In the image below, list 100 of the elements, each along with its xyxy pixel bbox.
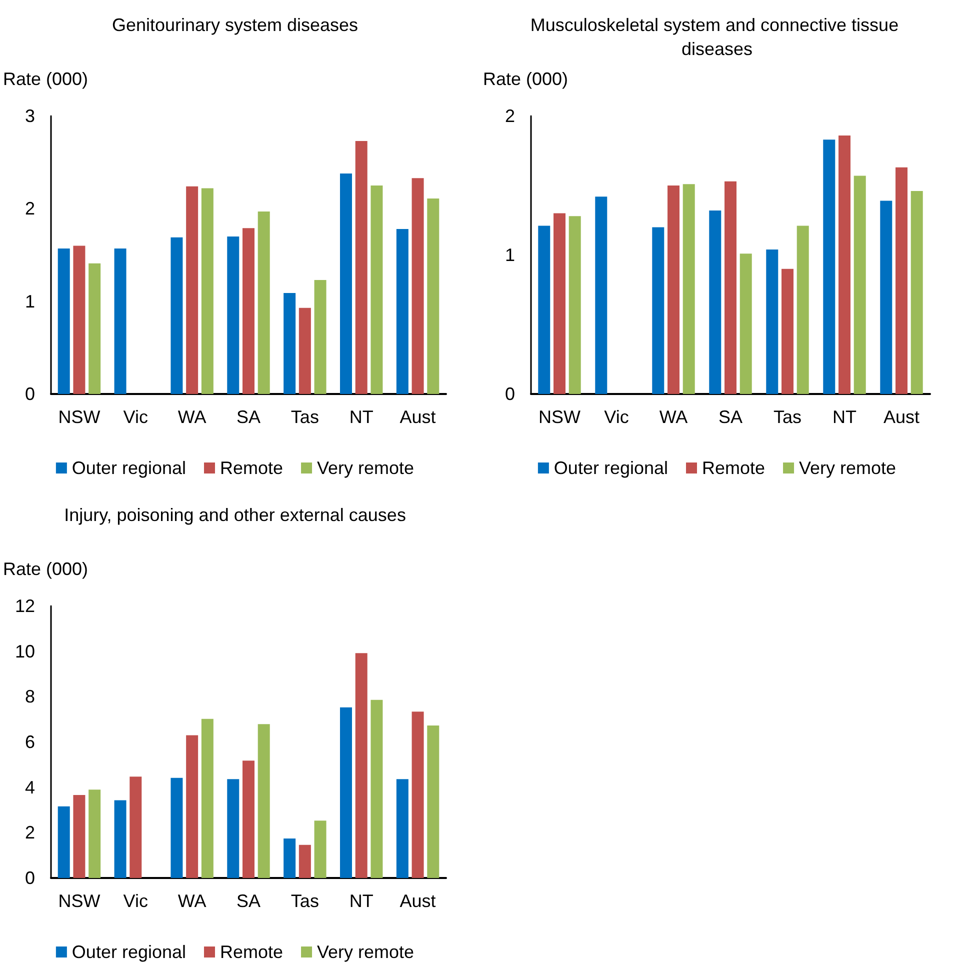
- y-axis-title: Rate (000): [3, 69, 88, 89]
- y-tick-label: 12: [14, 596, 35, 616]
- legend-label: Remote: [220, 942, 284, 962]
- bar: [782, 268, 794, 394]
- bar: [568, 216, 581, 394]
- bar: [652, 227, 664, 394]
- bar: [427, 198, 440, 394]
- x-tick-label: WA: [178, 407, 206, 427]
- bar: [740, 254, 752, 394]
- x-tick-label: Vic: [123, 891, 148, 911]
- bar: [73, 795, 86, 878]
- x-tick-label: Tas: [290, 891, 319, 911]
- bar: [114, 800, 126, 878]
- bar: [242, 760, 254, 878]
- bar: [724, 181, 736, 394]
- y-tick-label: 2: [504, 106, 515, 126]
- bar: [854, 176, 866, 394]
- y-tick-label: 0: [504, 384, 515, 404]
- chart-title: Injury, poisoning and other external causes: [64, 505, 406, 525]
- bar: [554, 213, 566, 394]
- y-axis-title: Rate (000): [3, 559, 88, 579]
- bar: [595, 196, 608, 394]
- x-tick-label: Aust: [400, 891, 436, 911]
- bar: [73, 246, 86, 394]
- legend-label: Outer regional: [72, 942, 186, 962]
- bar: [170, 237, 183, 394]
- bar: [314, 820, 326, 878]
- bar: [227, 236, 240, 394]
- bar: [340, 173, 352, 394]
- bar: [298, 308, 311, 394]
- bar: [130, 776, 142, 878]
- x-tick-label: NSW: [538, 407, 581, 427]
- bar: [258, 211, 270, 394]
- bar: [242, 228, 254, 394]
- legend-label: Very remote: [317, 458, 414, 478]
- bar: [355, 141, 368, 394]
- bar: [186, 735, 198, 878]
- bar: [186, 186, 198, 394]
- bar: [170, 778, 183, 878]
- legend-label: Outer regional: [554, 458, 668, 478]
- y-tick-label: 0: [24, 868, 35, 888]
- bar: [340, 707, 352, 878]
- y-axis-title: Rate (000): [483, 69, 568, 89]
- bar: [370, 186, 383, 394]
- x-tick-label: SA: [236, 891, 261, 911]
- x-tick-label: SA: [718, 407, 743, 427]
- x-tick-label: Vic: [604, 407, 629, 427]
- x-tick-label: Aust: [883, 407, 920, 427]
- bar: [910, 191, 923, 394]
- y-tick-label: 4: [24, 777, 35, 798]
- bar: [370, 700, 383, 878]
- y-tick-label: 8: [24, 686, 35, 707]
- bar: [258, 724, 270, 878]
- bar: [412, 712, 424, 878]
- bar: [201, 188, 214, 394]
- y-tick-label: 6: [24, 732, 35, 752]
- bar: [896, 167, 908, 394]
- bar: [880, 200, 892, 394]
- bar: [796, 226, 809, 394]
- x-tick-label: SA: [236, 407, 261, 427]
- y-tick-label: 1: [24, 291, 35, 312]
- x-tick-label: NT: [349, 891, 374, 911]
- bar: [58, 806, 70, 878]
- bar: [538, 226, 550, 394]
- bar: [58, 248, 70, 394]
- bar: [298, 844, 311, 878]
- legend-label: Outer regional: [72, 458, 186, 478]
- y-tick-label: 3: [24, 106, 35, 126]
- bar: [396, 229, 408, 394]
- bar: [88, 790, 101, 878]
- bar: [284, 838, 296, 878]
- bar: [227, 779, 240, 878]
- bar: [427, 725, 440, 878]
- x-tick-label: WA: [178, 891, 206, 911]
- bar: [682, 184, 695, 394]
- bar: [114, 248, 126, 394]
- x-tick-label: NT: [349, 407, 374, 427]
- legend-label: Remote: [220, 458, 284, 478]
- bar: [668, 186, 680, 394]
- y-tick-label: 10: [14, 641, 35, 662]
- bar: [823, 140, 836, 394]
- x-tick-label: Vic: [123, 407, 148, 427]
- x-tick-label: WA: [659, 407, 688, 427]
- bar: [766, 249, 778, 394]
- bar: [396, 779, 408, 878]
- bar: [838, 135, 850, 394]
- bar: [355, 653, 368, 878]
- y-tick-label: 1: [504, 245, 515, 265]
- chart-title: Genitourinary system diseases: [112, 15, 358, 35]
- x-tick-label: NSW: [58, 407, 100, 427]
- chart-title: Musculoskeletal system and connective tissue diseases: [530, 15, 904, 59]
- legend-label: Very remote: [799, 458, 896, 478]
- x-tick-label: Aust: [400, 407, 436, 427]
- bar: [88, 263, 101, 394]
- x-tick-label: NSW: [58, 891, 100, 911]
- bar: [709, 210, 722, 394]
- bar: [201, 718, 214, 878]
- bar: [284, 292, 296, 394]
- x-tick-label: NT: [832, 407, 856, 427]
- bar: [412, 178, 424, 394]
